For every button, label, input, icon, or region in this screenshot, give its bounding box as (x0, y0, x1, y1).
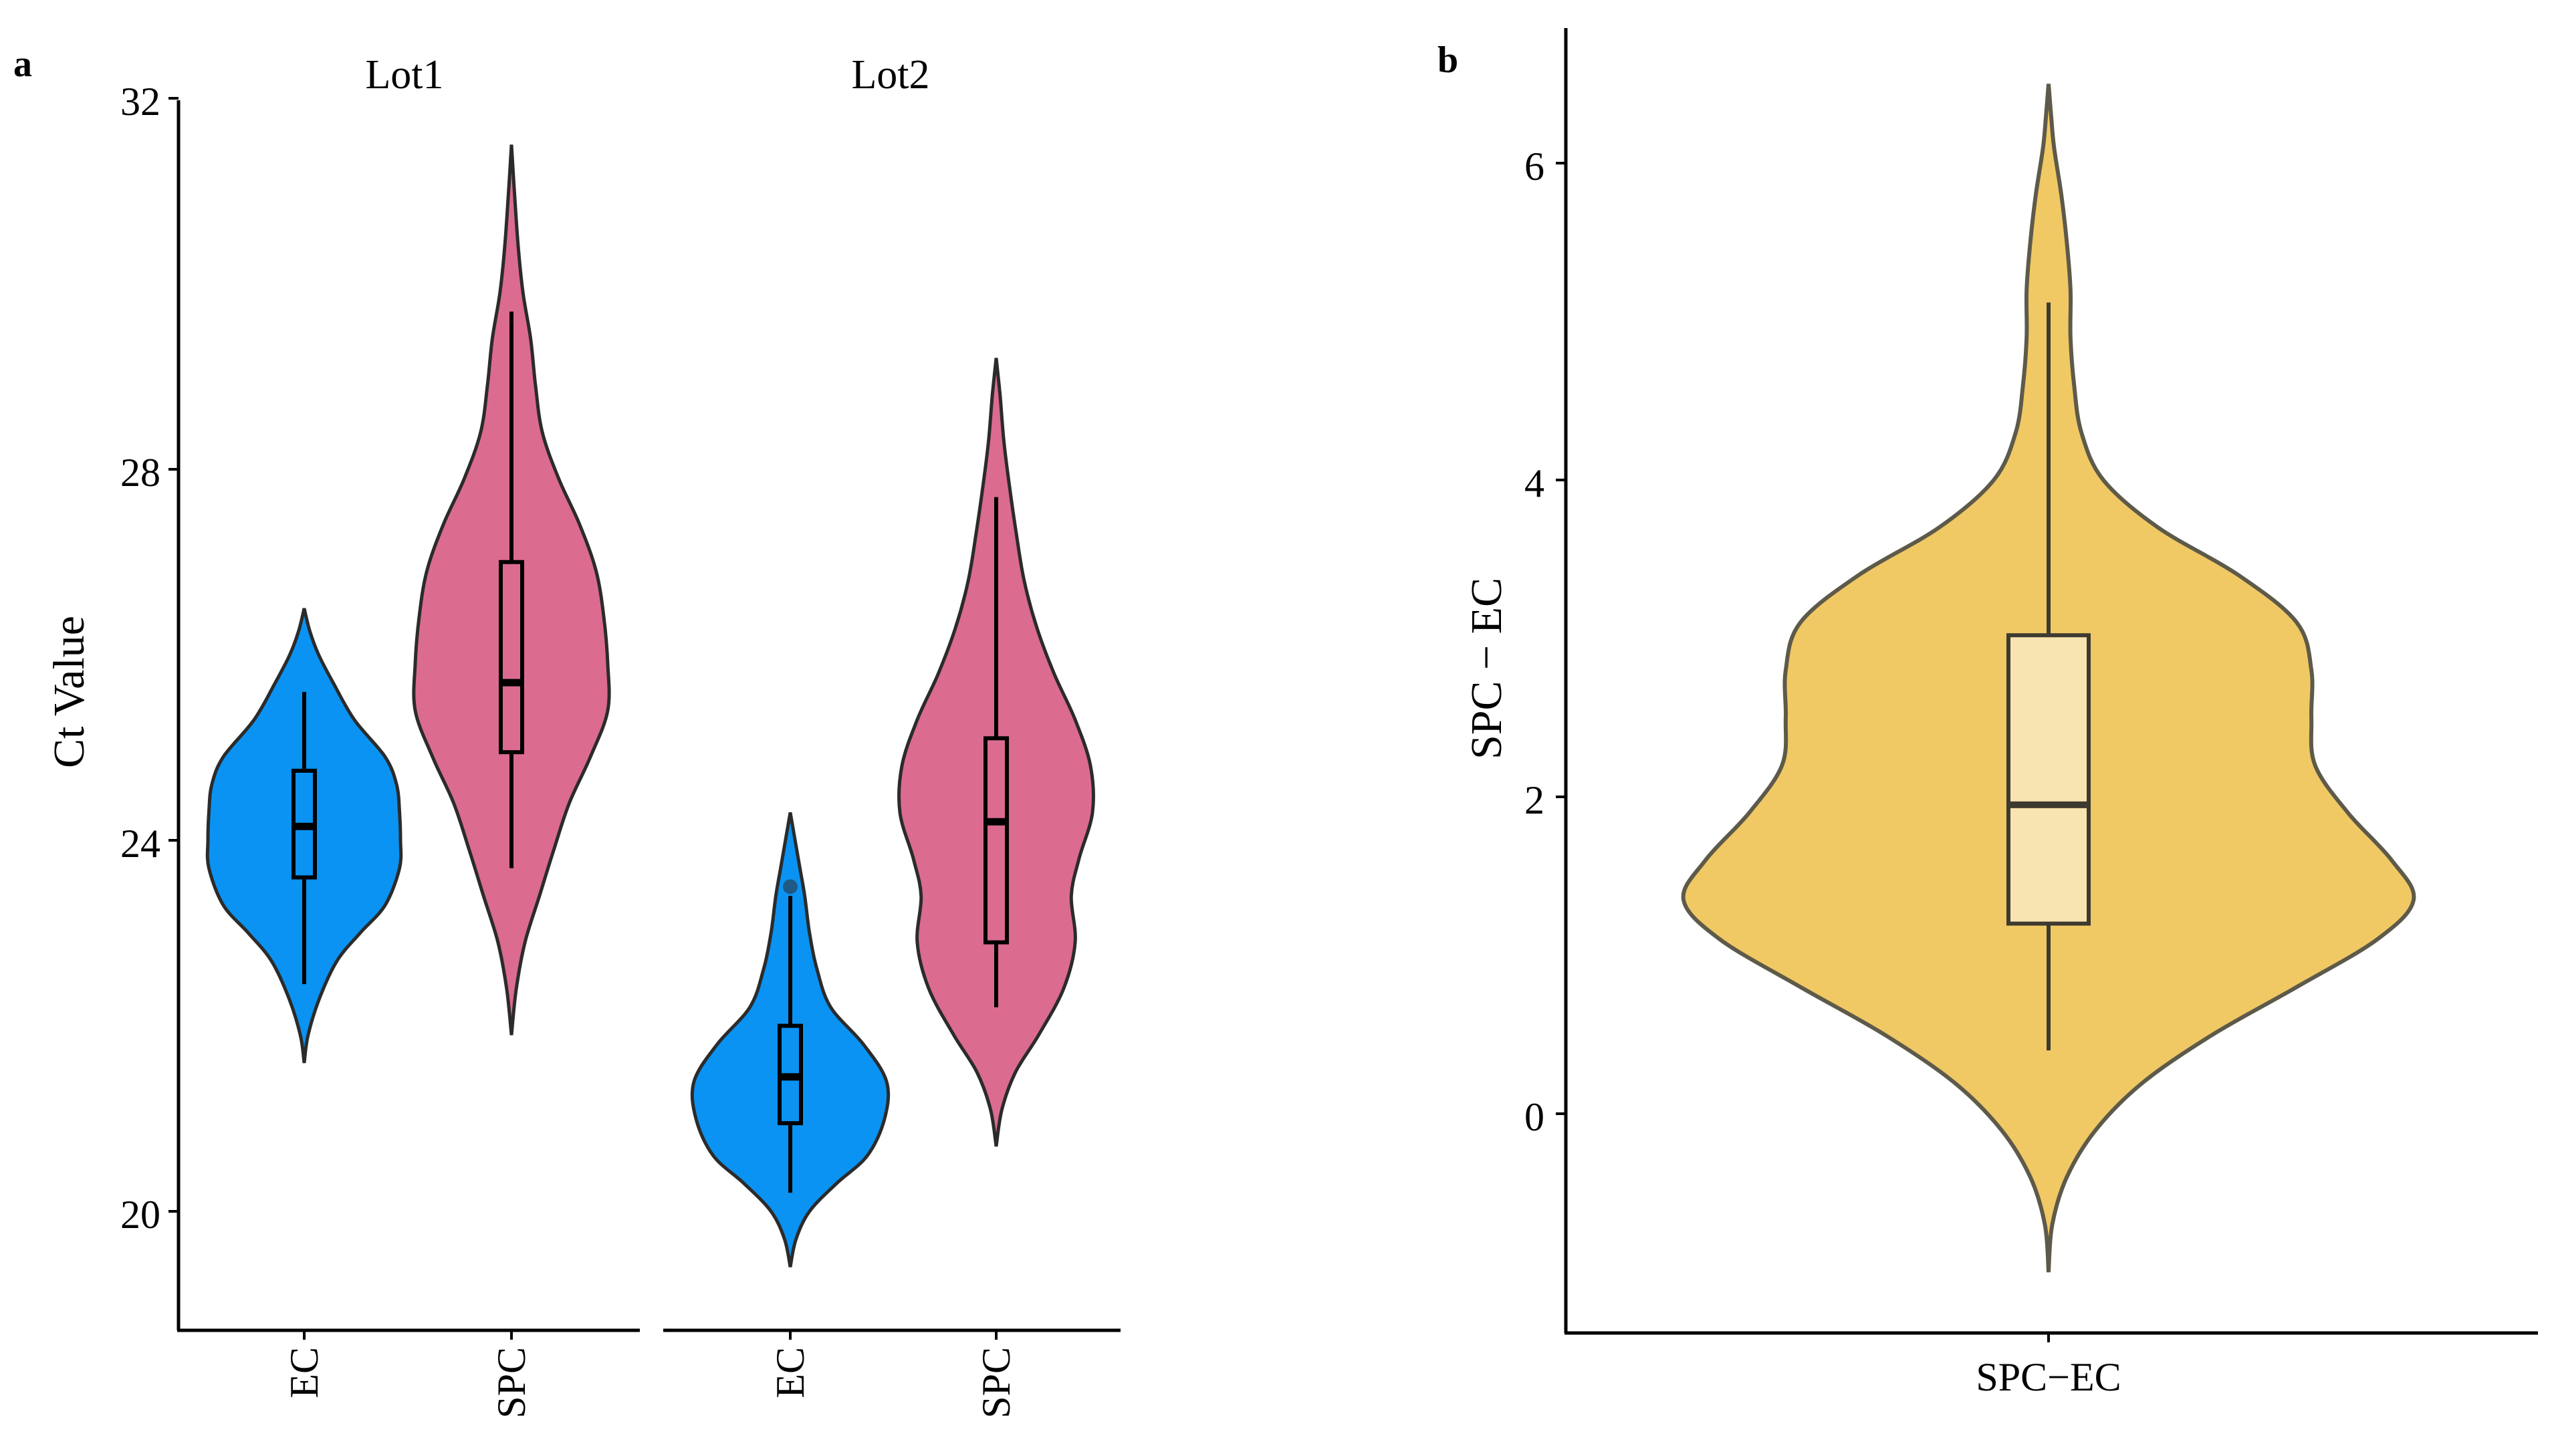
violin-layer-b (1681, 84, 2416, 1273)
violin-lot1-ec (205, 608, 403, 1064)
violin-lot1-spc (412, 144, 611, 1036)
box-lot1-spc (499, 560, 524, 755)
violin-layer-a (205, 144, 1095, 1267)
y-ticks-b: 0 2 4 6 (1524, 144, 1544, 1139)
tick-marks-b (1556, 162, 2050, 1342)
violin-lot2-spc (897, 358, 1095, 1147)
y-tick-label-4: 4 (1524, 461, 1544, 505)
panel-label-a: a (13, 43, 32, 85)
y-ticks-a: 20 24 28 32 (120, 80, 160, 1237)
y-axis-title-a: Ct Value (45, 616, 94, 768)
violin-lot2-ec (690, 812, 891, 1267)
x-tick-label-lot1-spc: SPC (489, 1347, 534, 1419)
x-tick-label-spc-ec: SPC−EC (1976, 1355, 2121, 1399)
x-tick-label-lot1-ec: EC (282, 1347, 326, 1399)
y-tick-label-32: 32 (120, 80, 160, 124)
facet-title-lot2: Lot2 (851, 52, 929, 98)
tick-marks-a (168, 97, 998, 1340)
box-lot2-spc (983, 736, 1009, 945)
y-tick-label-6: 6 (1524, 144, 1544, 189)
outlier-lot2-ec-0 (783, 879, 798, 894)
y-axis-title-b: SPC − EC (1462, 578, 1511, 759)
y-tick-label-2: 2 (1524, 778, 1544, 822)
y-tick-label-0: 0 (1524, 1095, 1544, 1139)
facet-title-lot1: Lot1 (365, 52, 443, 98)
x-tick-label-lot2-ec: EC (768, 1347, 812, 1399)
y-tick-label-20: 20 (120, 1193, 160, 1237)
y-tick-label-28: 28 (120, 451, 160, 495)
y-tick-label-24: 24 (120, 822, 160, 866)
panel-label-b: b (1437, 39, 1458, 81)
box-spc-ec (2006, 633, 2091, 926)
x-tick-label-lot2-spc: SPC (974, 1347, 1018, 1419)
